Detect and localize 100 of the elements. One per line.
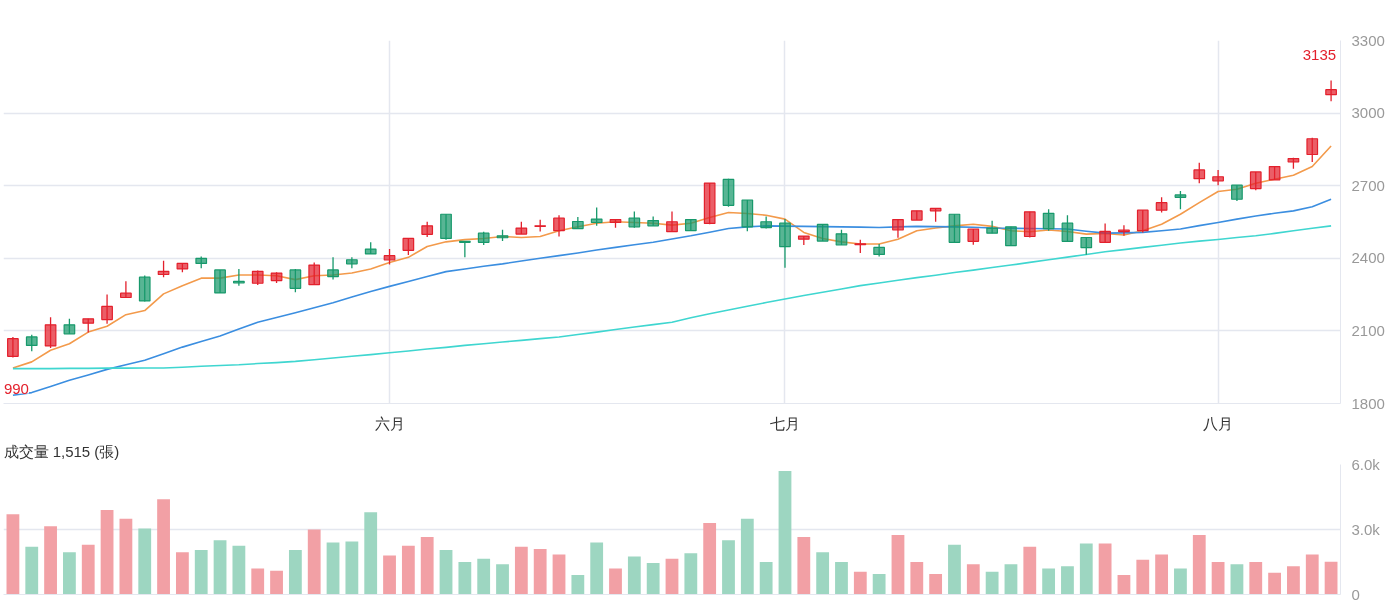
bar bbox=[684, 553, 698, 595]
bar bbox=[1079, 543, 1093, 595]
bar bbox=[533, 549, 547, 595]
bar bbox=[232, 545, 246, 595]
bar bbox=[345, 541, 359, 595]
bar bbox=[364, 512, 378, 595]
bar bbox=[1061, 566, 1074, 595]
bar bbox=[100, 510, 114, 595]
candlestick bbox=[1249, 171, 1262, 191]
candlestick bbox=[120, 280, 132, 299]
candlestick bbox=[590, 206, 603, 227]
candlestick bbox=[666, 210, 678, 233]
bar bbox=[948, 544, 961, 595]
bar bbox=[213, 540, 227, 595]
y-tick-label: 1800 bbox=[1351, 394, 1385, 412]
bar bbox=[1230, 564, 1244, 595]
bar bbox=[6, 514, 20, 595]
bar bbox=[759, 562, 773, 595]
candlestick bbox=[1005, 226, 1017, 247]
bar bbox=[383, 555, 396, 595]
y-tick-label: 2100 bbox=[1351, 321, 1385, 339]
candlestick bbox=[1174, 190, 1187, 210]
candlestick bbox=[892, 218, 904, 239]
bar bbox=[1098, 543, 1112, 595]
bar bbox=[835, 562, 848, 595]
candlestick bbox=[138, 274, 151, 303]
bar bbox=[175, 552, 189, 595]
bar bbox=[853, 571, 867, 595]
bar bbox=[44, 526, 57, 595]
line-series bbox=[12, 225, 1332, 370]
candlestick bbox=[458, 240, 471, 258]
x-tick-label: 七月 bbox=[769, 414, 800, 432]
bar bbox=[63, 552, 76, 595]
candlestick bbox=[101, 293, 113, 325]
candlestick bbox=[1325, 79, 1337, 102]
bar bbox=[458, 562, 472, 595]
bar bbox=[816, 552, 830, 595]
bar bbox=[270, 570, 283, 595]
bar bbox=[496, 564, 509, 595]
x-tick-label: 八月 bbox=[1203, 414, 1234, 432]
candlestick bbox=[327, 256, 339, 281]
candlestick bbox=[1193, 162, 1206, 184]
candlestick bbox=[779, 218, 791, 269]
bar bbox=[514, 546, 528, 595]
bar bbox=[910, 562, 924, 595]
bar bbox=[552, 554, 566, 595]
y-tick-label: 3300 bbox=[1351, 31, 1385, 49]
bar bbox=[251, 568, 265, 595]
bar bbox=[420, 537, 434, 595]
bar bbox=[985, 571, 999, 595]
bar bbox=[138, 528, 152, 595]
candlestick bbox=[1099, 222, 1111, 243]
bar bbox=[1268, 572, 1281, 595]
bar bbox=[627, 556, 641, 595]
bar bbox=[1136, 559, 1150, 595]
bar bbox=[81, 544, 95, 595]
bar bbox=[891, 534, 905, 595]
bar bbox=[646, 563, 660, 595]
candlestick bbox=[44, 316, 57, 349]
bar bbox=[797, 537, 811, 595]
line-series bbox=[12, 145, 1332, 369]
bar bbox=[740, 518, 754, 595]
x-tick-label: 六月 bbox=[374, 414, 405, 432]
candlestick bbox=[1118, 224, 1130, 237]
chart-title: 成交量 1,515 (張) bbox=[3, 442, 120, 460]
candlestick bbox=[308, 261, 321, 286]
bar bbox=[119, 518, 133, 595]
bar bbox=[1023, 546, 1037, 595]
bar bbox=[929, 573, 943, 595]
bar bbox=[722, 540, 735, 595]
bar bbox=[1249, 562, 1263, 595]
y-tick-label: 2400 bbox=[1351, 249, 1385, 267]
candlestick bbox=[233, 268, 245, 287]
y-tick-label: 3000 bbox=[1351, 104, 1385, 122]
bar bbox=[1155, 554, 1169, 595]
bar bbox=[439, 550, 453, 595]
y-tick-label: 6.0k bbox=[1351, 456, 1381, 473]
bar bbox=[1117, 575, 1131, 595]
bar bbox=[703, 523, 717, 595]
bar bbox=[1324, 561, 1338, 595]
bar bbox=[326, 542, 340, 595]
bar bbox=[477, 558, 491, 595]
bar bbox=[609, 568, 622, 595]
annotation: 3135 bbox=[1302, 46, 1337, 64]
bar bbox=[1042, 568, 1056, 595]
candlestick bbox=[7, 336, 19, 359]
bar bbox=[1287, 566, 1300, 595]
bar bbox=[1305, 554, 1319, 595]
candlestick bbox=[1042, 208, 1055, 232]
candlestick bbox=[1136, 209, 1149, 234]
bar bbox=[1004, 564, 1018, 595]
bar bbox=[1211, 562, 1225, 595]
bar bbox=[778, 471, 792, 595]
bar bbox=[590, 542, 604, 595]
bar bbox=[25, 546, 39, 595]
candlestick bbox=[214, 269, 226, 294]
bar bbox=[307, 529, 321, 595]
bar bbox=[966, 564, 980, 595]
bar bbox=[194, 550, 208, 595]
annotation: 990 bbox=[3, 379, 29, 397]
